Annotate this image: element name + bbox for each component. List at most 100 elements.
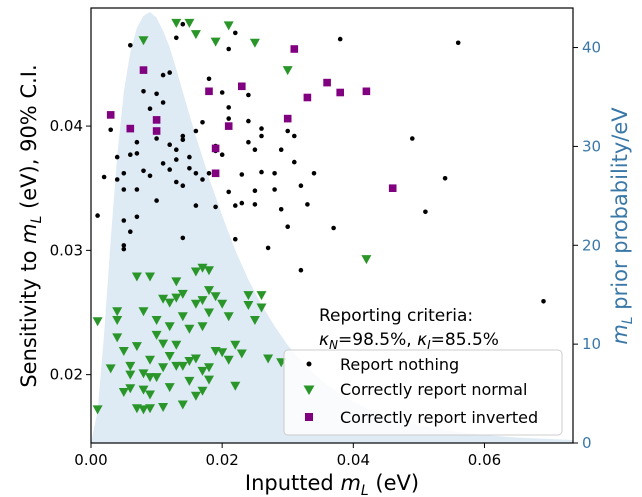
legend-marker-normal (303, 385, 315, 395)
point-report-nothing (160, 100, 166, 105)
point-report-normal (118, 388, 129, 397)
point-report-normal (197, 386, 208, 396)
point-report-normal (164, 322, 175, 332)
point-report-nothing (200, 177, 205, 182)
point-report-nothing (167, 167, 172, 172)
point-report-nothing (121, 218, 127, 223)
point-report-normal (125, 384, 136, 394)
point-report-normal (171, 277, 182, 287)
point-report-nothing (134, 214, 140, 220)
point-report-nothing (331, 225, 336, 231)
point-report-normal (145, 390, 155, 400)
point-report-inverted (362, 87, 371, 96)
point-report-nothing (187, 154, 192, 160)
point-report-normal (138, 405, 149, 415)
point-report-normal (177, 400, 188, 410)
point-report-normal (263, 354, 274, 364)
y-tick-label: 0.04 (50, 117, 83, 135)
point-report-normal (204, 375, 214, 385)
point-report-nothing (121, 243, 127, 248)
point-report-inverted (211, 144, 220, 153)
point-report-normal (190, 30, 201, 40)
point-report-normal (138, 369, 149, 379)
legend-box (283, 349, 563, 436)
point-report-normal (184, 357, 195, 366)
point-report-normal (158, 339, 169, 349)
prior-curve-fill (91, 12, 573, 443)
point-report-nothing (128, 43, 133, 48)
point-report-normal (151, 373, 162, 383)
point-report-nothing (423, 209, 428, 215)
x-axis-label: Inputted mL (eV) (245, 471, 419, 497)
point-report-normal (125, 361, 136, 371)
point-report-nothing (187, 166, 192, 171)
point-report-normal (158, 294, 169, 304)
point-report-nothing (101, 174, 107, 180)
point-report-normal (112, 316, 123, 325)
point-report-normal (204, 363, 214, 373)
point-report-nothing (219, 152, 225, 157)
point-report-normal (112, 307, 123, 317)
point-report-inverted (205, 87, 213, 96)
point-report-normal (256, 291, 267, 301)
point-report-nothing (252, 202, 258, 207)
point-report-nothing (180, 21, 186, 27)
point-report-normal (184, 324, 195, 334)
point-report-normal (177, 361, 188, 371)
x-tick-label: 0.00 (74, 451, 107, 469)
point-report-normal (105, 364, 116, 374)
point-report-nothing (174, 157, 179, 162)
point-report-normal (197, 296, 208, 306)
point-report-normal (249, 38, 260, 48)
point-report-normal (145, 272, 155, 282)
kappa-n-value: 98.5% (352, 330, 406, 350)
point-report-normal (131, 272, 142, 282)
point-report-normal (243, 301, 254, 310)
point-report-nothing (259, 169, 264, 175)
x-tick-label: 0.04 (337, 451, 370, 469)
point-report-inverted (152, 116, 161, 124)
point-report-nothing (147, 173, 153, 179)
point-report-nothing (259, 133, 264, 139)
point-report-nothing (305, 202, 310, 207)
point-report-normal (177, 289, 188, 299)
point-report-nothing (108, 127, 113, 133)
point-report-normal (249, 316, 260, 325)
plot-frame (90, 7, 574, 444)
point-report-normal (204, 286, 214, 296)
point-report-normal (125, 370, 136, 380)
point-report-nothing (114, 177, 120, 182)
point-report-normal (204, 308, 214, 318)
point-report-nothing (272, 187, 277, 192)
point-report-nothing (265, 245, 271, 251)
point-report-normal (190, 299, 201, 309)
point-report-normal (217, 299, 228, 309)
point-report-nothing (292, 133, 297, 139)
right-tick-label: 30 (582, 137, 601, 155)
point-report-normal (151, 330, 162, 340)
point-report-nothing (226, 46, 231, 52)
point-report-normal (164, 383, 175, 393)
point-report-nothing (239, 172, 245, 177)
point-report-nothing (147, 106, 153, 111)
point-report-inverted (303, 93, 312, 102)
point-report-normal (171, 340, 182, 350)
point-report-normal (210, 292, 221, 302)
x-tick-label: 0.06 (468, 451, 501, 469)
right-tick-label: 20 (582, 236, 601, 254)
x-tick-label: 0.02 (205, 451, 238, 469)
point-report-inverted (388, 184, 397, 192)
point-report-nothing (206, 76, 212, 82)
point-report-nothing (246, 118, 251, 124)
point-report-inverted (224, 122, 233, 130)
prior-probability-area (91, 12, 573, 443)
criteria-title: Reporting criteria: (319, 306, 473, 326)
point-report-inverted (283, 114, 292, 123)
point-report-normal (197, 322, 208, 332)
point-report-normal (223, 312, 234, 322)
point-report-normal (230, 381, 241, 391)
point-report-nothing (121, 187, 127, 192)
point-report-normal (184, 18, 195, 28)
point-report-nothing (141, 168, 146, 174)
